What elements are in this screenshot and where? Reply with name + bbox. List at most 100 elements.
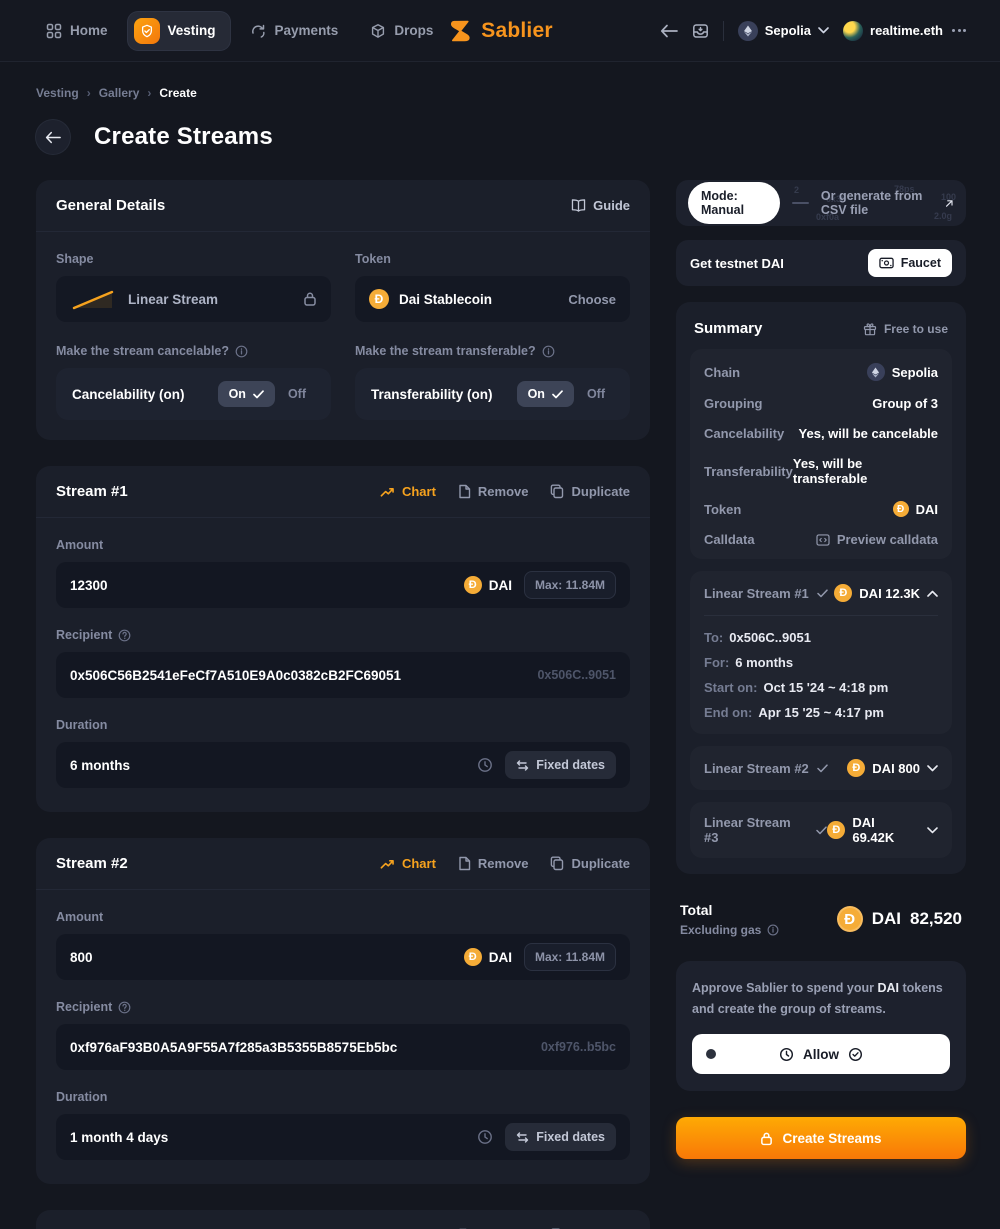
nav-label-vesting: Vesting <box>167 23 216 38</box>
approve-card: Approve Sablier to spend your DAI tokens… <box>676 961 966 1092</box>
guide-button[interactable]: Guide <box>571 198 630 213</box>
file-icon <box>459 484 471 499</box>
token-symbol: DAI <box>488 949 512 965</box>
sablier-logo[interactable]: Sablier <box>447 18 553 44</box>
recipient-input[interactable]: 0xf976aF93B0A5A9F55A7f285a3B5355B8575Eb5… <box>56 1024 630 1070</box>
duration-value: 1 month 4 days <box>70 1129 169 1145</box>
summary-row-chain: Chain Sepolia <box>704 363 938 381</box>
max-button[interactable]: Max: 11.84M <box>523 571 616 599</box>
duplicate-button[interactable]: Duplicate <box>550 484 630 499</box>
swap-icon <box>517 759 529 771</box>
cancelability-on-button[interactable]: On <box>217 381 275 407</box>
summary-panel: Chain Sepolia Grouping Group of 3 Cancel… <box>690 349 952 559</box>
total-amount: Ð DAI 82,520 <box>836 906 962 932</box>
duration-input[interactable]: 1 month 4 days Fixed dates <box>56 1114 630 1160</box>
token-label: Token <box>355 252 391 266</box>
csv-generate-link[interactable]: Or generate from CSV file <box>821 189 954 217</box>
dai-coin-icon: Ð <box>892 501 909 517</box>
account-menu[interactable]: realtime.eth <box>843 20 966 41</box>
nav-item-payments[interactable]: Payments <box>238 15 351 47</box>
fixed-dates-label: Fixed dates <box>536 758 605 772</box>
package-icon <box>372 23 385 38</box>
row-value: Sepolia <box>891 364 938 380</box>
duration-input[interactable]: 6 months Fixed dates <box>56 742 630 788</box>
nav-links: Home Vesting Payments Drops <box>34 11 445 50</box>
chevron-down-icon <box>927 764 938 771</box>
payments-icon <box>251 24 265 38</box>
network-selector[interactable]: Sepolia <box>737 20 829 41</box>
on-label: On <box>527 387 545 401</box>
fixed-dates-button[interactable]: Fixed dates <box>505 751 616 779</box>
transferability-off-button[interactable]: Off <box>586 387 605 401</box>
stream-item-amount: DAI 69.42K <box>852 815 895 845</box>
recipient-value: 0x506C56B2541eFeCf7A510E9A0c0382cB2FC690… <box>70 667 401 683</box>
row-value: DAI <box>915 501 938 517</box>
title-row: Create Streams <box>0 120 1000 154</box>
csv-decor: 100 <box>940 192 956 202</box>
csv-decor: 2 <box>794 185 800 195</box>
amount-label: Amount <box>56 538 104 552</box>
fixed-dates-label: Fixed dates <box>536 1130 605 1144</box>
allow-button[interactable]: Allow <box>692 1034 950 1075</box>
back-arrow-icon[interactable] <box>660 24 678 38</box>
linear-stream-1-accordion: Linear Stream #1 Ð DAI 12.3K To: 0x506C.… <box>690 571 952 734</box>
nav-item-drops[interactable]: Drops <box>358 15 445 47</box>
duration-field: Duration 6 months Fixed dates <box>56 718 630 788</box>
stream-2-title: Stream #2 <box>56 855 128 872</box>
amount-input[interactable]: 12300 Ð DAI Max: 11.84M <box>56 562 630 608</box>
cancelability-off-button[interactable]: Off <box>287 387 306 401</box>
remove-button[interactable]: Remove <box>458 856 528 871</box>
token-field: Token Ð Dai Stablecoin Choose <box>355 252 630 322</box>
csv-decor: 0x3f <box>826 194 845 204</box>
breadcrumb-vesting[interactable]: Vesting <box>36 86 79 100</box>
chart-label: Chart <box>401 856 436 871</box>
transferability-on-button[interactable]: On <box>516 381 574 407</box>
transferability-label: Transferability (on) <box>371 386 493 402</box>
chart-button[interactable]: Chart <box>380 484 436 499</box>
create-streams-button[interactable]: Create Streams <box>676 1117 966 1160</box>
shape-select[interactable]: Linear Stream <box>56 276 331 322</box>
trend-up-icon <box>380 859 394 869</box>
check-icon <box>253 389 264 398</box>
linear-stream-2-header[interactable]: Linear Stream #2 Ð DAI 800 <box>690 746 952 790</box>
chevron-up-icon <box>927 590 938 597</box>
token-symbol: DAI <box>488 577 512 593</box>
linear-stream-1-header[interactable]: Linear Stream #1 Ð DAI 12.3K <box>690 571 952 615</box>
detail-label: Start on: <box>704 680 758 695</box>
remove-button[interactable]: Remove <box>458 484 528 499</box>
faucet-button-label: Faucet <box>900 256 941 270</box>
amount-input[interactable]: 800 Ð DAI Max: 11.84M <box>56 934 630 980</box>
preview-calldata-button[interactable]: Preview calldata <box>816 532 938 547</box>
breadcrumb-gallery[interactable]: Gallery <box>98 86 140 100</box>
mode-manual-button[interactable]: Mode: Manual <box>688 182 780 224</box>
archive-icon[interactable] <box>692 23 709 39</box>
row-label: Cancelability <box>704 426 785 441</box>
faucet-button[interactable]: Faucet <box>867 249 952 277</box>
ethereum-icon <box>737 20 758 41</box>
more-icon[interactable] <box>952 29 966 32</box>
duplicate-button[interactable]: Duplicate <box>550 856 630 871</box>
book-icon <box>571 199 586 212</box>
dai-coin-icon: Ð <box>834 584 853 602</box>
recipient-short: 0xf976..b5bc <box>540 1040 616 1054</box>
back-button[interactable] <box>36 120 70 154</box>
token-select[interactable]: Ð Dai Stablecoin Choose <box>355 276 630 322</box>
create-streams-label: Create Streams <box>782 1130 882 1146</box>
stream-item-label: Linear Stream #1 <box>704 585 809 601</box>
chart-button[interactable]: Chart <box>380 856 436 871</box>
fixed-dates-button[interactable]: Fixed dates <box>505 1123 616 1151</box>
excluding-gas-label: Excluding gas <box>680 923 762 937</box>
max-button[interactable]: Max: 11.84M <box>523 943 616 971</box>
row-label: Chain <box>704 364 741 380</box>
recipient-input[interactable]: 0x506C56B2541eFeCf7A510E9A0c0382cB2FC690… <box>56 652 630 698</box>
chevron-right-icon: › <box>86 86 91 100</box>
linear-stream-3-header[interactable]: Linear Stream #3 Ð DAI 69.42K <box>690 802 952 858</box>
lock-icon <box>304 292 316 306</box>
nav-item-home[interactable]: Home <box>34 15 120 47</box>
nav-item-vesting[interactable]: Vesting <box>127 11 230 50</box>
chevron-down-icon <box>927 826 938 833</box>
back-arrow-icon <box>45 131 61 143</box>
network-name: Sepolia <box>764 23 812 38</box>
transferable-field: Make the stream transferable? Transferab… <box>355 344 630 420</box>
stream-item-amount: DAI 12.3K <box>859 585 920 601</box>
